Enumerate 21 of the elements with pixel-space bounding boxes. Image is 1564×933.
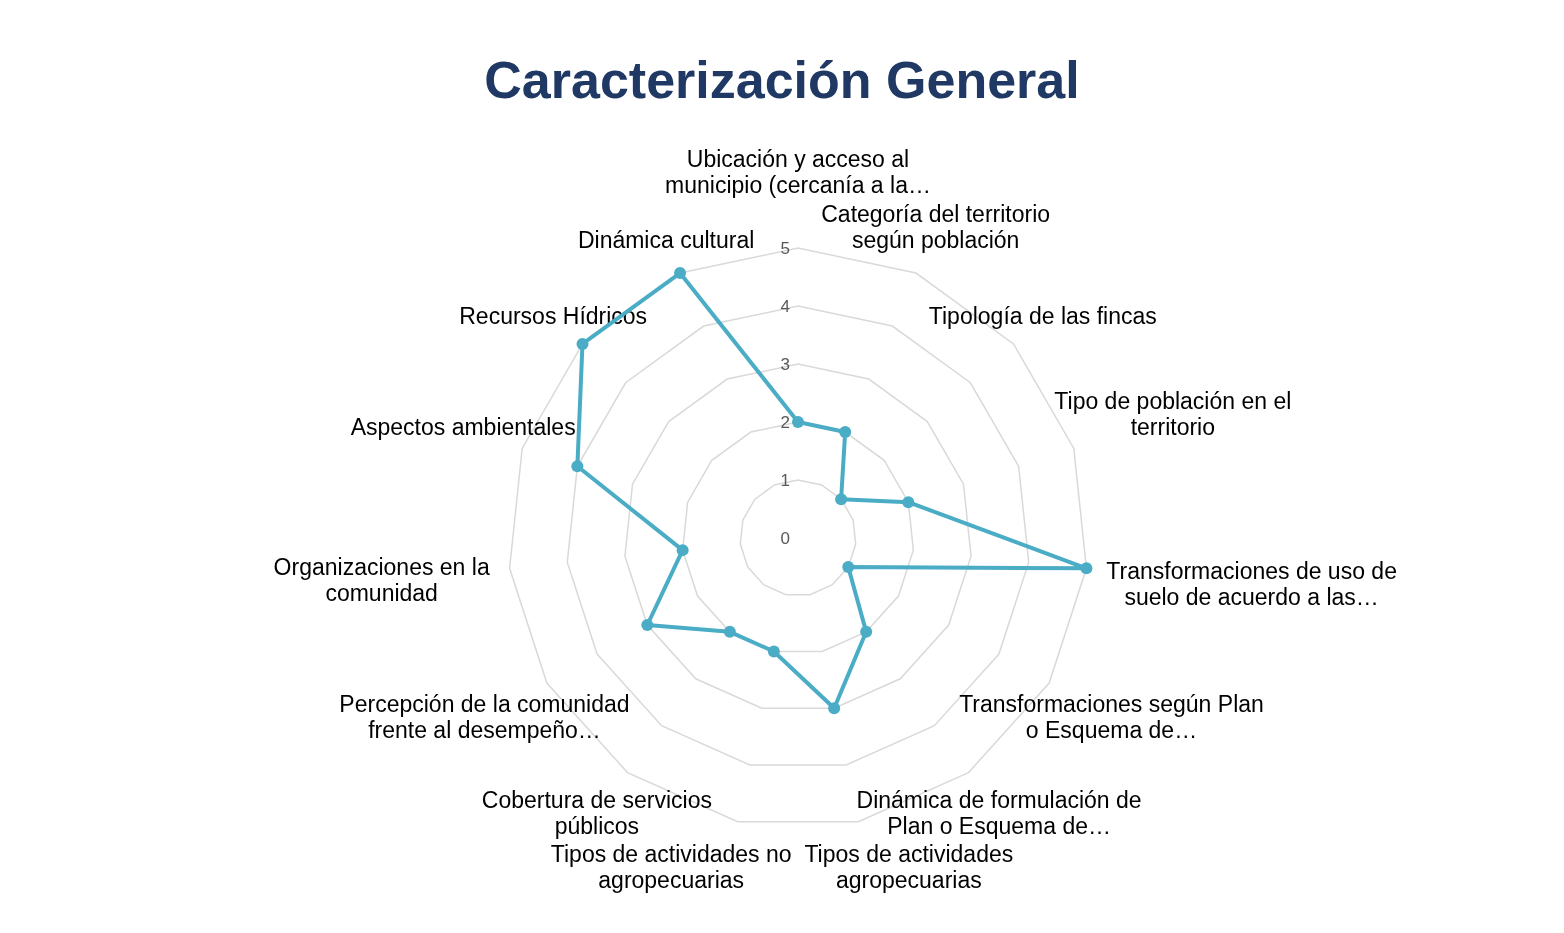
spoke-label: Tipos de actividades no agropecuarias [550,841,792,894]
y-tick-label: 0 [780,529,790,548]
spoke-label: Transformaciones de uso de suelo de acuerdo a las… [1106,557,1397,610]
spoke-label: Aspectos ambientales [350,414,576,441]
y-tick-label: 5 [780,239,790,258]
spoke-label: Tipo de población en el territorio [1054,388,1292,441]
spoke-label: Ubicación y acceso al municipio (cercanía a la… [665,146,931,198]
spoke-label: Organizaciones en la comunidad [273,553,490,606]
spoke-label: Tipos de actividades agropecuarias [804,841,1014,894]
spoke-label: Transformaciones según Plan o Esquema de… [959,691,1264,743]
spoke-label: Dinámica de formulación de Plan o Esquema de… [856,786,1142,839]
y-tick-label: 3 [780,355,790,374]
spoke-label: Categoría del territorio según población [821,200,1051,253]
spoke-label: Percepción de la comunidad frente al desempeño… [339,691,630,743]
spoke-label: Tipología de las fincas [928,302,1157,329]
spoke-label: Cobertura de servicios públicos [481,786,712,839]
spoke-label: Dinámica cultural [577,226,755,253]
y-tick-label: 4 [780,297,790,316]
y-tick-label: 2 [780,413,790,432]
chart-title: Caracterización General [484,51,1080,109]
y-tick-label: 1 [780,471,790,490]
